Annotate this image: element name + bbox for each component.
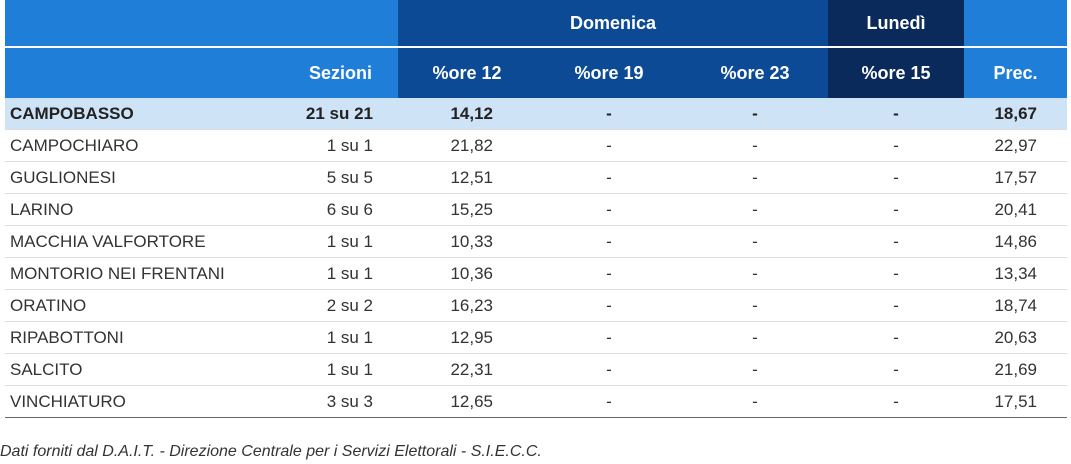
header-group-lunedi: Lunedì (828, 0, 965, 47)
cell-comune: MACCHIA VALFORTORE (5, 225, 247, 258)
cell-sezioni: 6 su 6 (247, 193, 398, 226)
cell-prec: 18,74 (964, 289, 1068, 322)
cell-sezioni: 1 su 1 (247, 225, 398, 258)
cell-ore19: - (536, 257, 682, 290)
cell-ore15: - (828, 193, 965, 226)
header-sezioni[interactable]: Sezioni (247, 46, 398, 98)
cell-comune: LARINO (5, 193, 247, 226)
cell-ore15: - (828, 321, 965, 354)
cell-ore23: - (682, 289, 829, 322)
table-body: CAMPOBASSO 21 su 21 14,12 - - - 18,67 CA… (5, 98, 1068, 418)
cell-comune: ORATINO (5, 289, 247, 322)
cell-ore12: 10,33 (398, 225, 536, 258)
cell-ore23: - (682, 385, 829, 418)
table-row-campobasso[interactable]: CAMPOBASSO 21 su 21 14,12 - - - 18,67 (5, 98, 1068, 130)
header-group-empty (5, 0, 398, 47)
cell-ore15: - (828, 257, 965, 290)
cell-sezioni: 1 su 1 (247, 257, 398, 290)
header-group-prec-empty (964, 0, 1068, 47)
header-ore12[interactable]: %ore 12 (398, 46, 536, 98)
cell-ore23: - (682, 161, 829, 194)
cell-ore12: 12,51 (398, 161, 536, 194)
cell-comune: MONTORIO NEI FRENTANI (5, 257, 247, 290)
cell-comune: SALCITO (5, 353, 247, 386)
cell-prec: 17,57 (964, 161, 1068, 194)
header-comune (5, 46, 247, 98)
cell-sezioni: 3 su 3 (247, 385, 398, 418)
cell-ore19: - (536, 353, 682, 386)
cell-comune: RIPABOTTONI (5, 321, 247, 354)
cell-comune: GUGLIONESI (5, 161, 247, 194)
table-row[interactable]: SALCITO 1 su 1 22,31 - - - 21,69 (5, 353, 1068, 386)
cell-comune: CAMPOBASSO (5, 98, 247, 130)
cell-ore15: - (828, 161, 965, 194)
cell-ore23: - (682, 129, 829, 162)
cell-ore15: - (828, 385, 965, 418)
table-row[interactable]: CAMPOCHIARO 1 su 1 21,82 - - - 22,97 (5, 129, 1068, 162)
header-group-domenica: Domenica (398, 0, 829, 47)
cell-ore12: 16,23 (398, 289, 536, 322)
source-footnote: Dati forniti dal D.A.I.T. - Direzione Ce… (0, 443, 542, 460)
cell-prec: 21,69 (964, 353, 1068, 386)
cell-ore12: 14,12 (398, 98, 536, 130)
table-row[interactable]: GUGLIONESI 5 su 5 12,51 - - - 17,57 (5, 161, 1068, 194)
cell-prec: 22,97 (964, 129, 1068, 162)
cell-ore15: - (828, 289, 965, 322)
cell-ore23: - (682, 98, 829, 130)
cell-sezioni: 2 su 2 (247, 289, 398, 322)
cell-sezioni: 5 su 5 (247, 161, 398, 194)
cell-ore23: - (682, 193, 829, 226)
cell-ore23: - (682, 321, 829, 354)
cell-sezioni: 1 su 1 (247, 353, 398, 386)
cell-ore12: 22,31 (398, 353, 536, 386)
cell-comune: VINCHIATURO (5, 385, 247, 418)
header-prec[interactable]: Prec. (964, 46, 1068, 98)
cell-prec: 17,51 (964, 385, 1068, 418)
header-ore19[interactable]: %ore 19 (536, 46, 682, 98)
cell-ore12: 12,95 (398, 321, 536, 354)
header-ore15[interactable]: %ore 15 (828, 46, 965, 98)
cell-ore19: - (536, 193, 682, 226)
cell-sezioni: 21 su 21 (247, 98, 398, 130)
cell-sezioni: 1 su 1 (247, 321, 398, 354)
cell-prec: 13,34 (964, 257, 1068, 290)
cell-ore15: - (828, 98, 965, 130)
header-column-row: Sezioni %ore 12 %ore 19 %ore 23 %ore 15 … (5, 46, 1068, 98)
cell-ore19: - (536, 385, 682, 418)
table-row[interactable]: ORATINO 2 su 2 16,23 - - - 18,74 (5, 289, 1068, 322)
cell-comune: CAMPOCHIARO (5, 129, 247, 162)
cell-ore23: - (682, 353, 829, 386)
table-row[interactable]: MACCHIA VALFORTORE 1 su 1 10,33 - - - 14… (5, 225, 1068, 258)
cell-ore12: 15,25 (398, 193, 536, 226)
cell-ore19: - (536, 98, 682, 130)
turnout-table-container: Domenica Lunedì Sezioni %ore 12 %ore 19 … (5, 0, 1068, 418)
cell-ore15: - (828, 129, 965, 162)
cell-ore23: - (682, 257, 829, 290)
cell-sezioni: 1 su 1 (247, 129, 398, 162)
turnout-table: Domenica Lunedì Sezioni %ore 12 %ore 19 … (5, 0, 1068, 418)
cell-ore19: - (536, 129, 682, 162)
table-row[interactable]: MONTORIO NEI FRENTANI 1 su 1 10,36 - - -… (5, 257, 1068, 290)
cell-prec: 20,41 (964, 193, 1068, 226)
cell-ore15: - (828, 353, 965, 386)
table-row[interactable]: RIPABOTTONI 1 su 1 12,95 - - - 20,63 (5, 321, 1068, 354)
header-ore23[interactable]: %ore 23 (682, 46, 829, 98)
table-header: Domenica Lunedì Sezioni %ore 12 %ore 19 … (5, 0, 1068, 98)
cell-ore23: - (682, 225, 829, 258)
cell-ore19: - (536, 225, 682, 258)
cell-ore12: 10,36 (398, 257, 536, 290)
cell-ore19: - (536, 321, 682, 354)
table-row[interactable]: LARINO 6 su 6 15,25 - - - 20,41 (5, 193, 1068, 226)
cell-ore12: 21,82 (398, 129, 536, 162)
cell-prec: 14,86 (964, 225, 1068, 258)
cell-prec: 20,63 (964, 321, 1068, 354)
cell-ore12: 12,65 (398, 385, 536, 418)
cell-prec: 18,67 (964, 98, 1068, 130)
cell-ore15: - (828, 225, 965, 258)
cell-ore19: - (536, 289, 682, 322)
header-group-row: Domenica Lunedì (5, 0, 1068, 47)
cell-ore19: - (536, 161, 682, 194)
table-row[interactable]: VINCHIATURO 3 su 3 12,65 - - - 17,51 (5, 385, 1068, 418)
